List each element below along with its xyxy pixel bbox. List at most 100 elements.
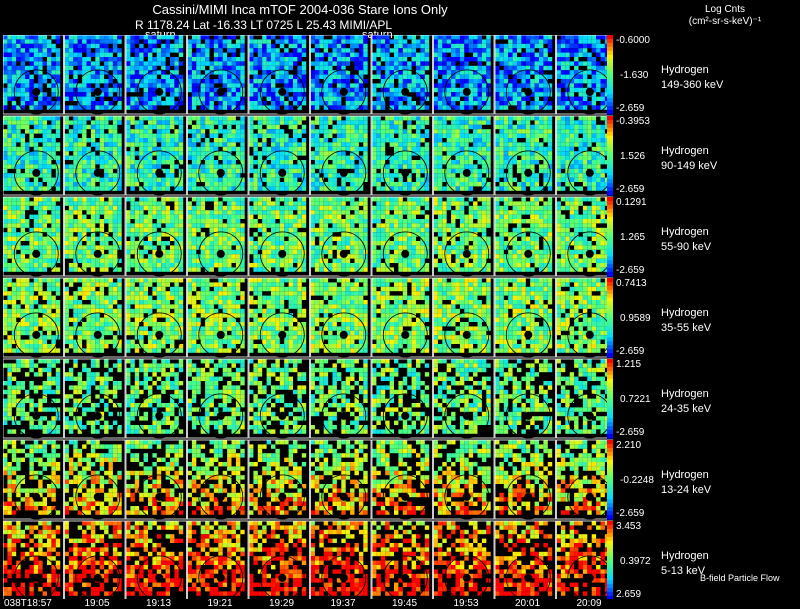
- heatmap-cell: [148, 138, 153, 143]
- heatmap-cell: [25, 92, 30, 97]
- heatmap-cell: [165, 52, 170, 57]
- heatmap-cell: [196, 214, 201, 219]
- heatmap-cell: [178, 267, 184, 272]
- heatmap-cell: [205, 182, 210, 187]
- heatmap-cell: [143, 155, 148, 160]
- heatmap-cell: [459, 52, 465, 57]
- heatmap-cell: [569, 39, 575, 44]
- heatmap-cell: [271, 219, 276, 224]
- heatmap-cell: [42, 61, 47, 66]
- heatmap-cell: [358, 164, 364, 169]
- heatmap-cell: [402, 105, 408, 110]
- heatmap-cell: [47, 160, 52, 165]
- heatmap-cell: [25, 267, 30, 272]
- heatmap-cell: [152, 164, 157, 169]
- heatmap-cell: [3, 138, 8, 143]
- heatmap-cell: [196, 133, 201, 138]
- heatmap-cell: [117, 142, 122, 147]
- heatmap-cell: [213, 219, 219, 224]
- heatmap-cell: [11, 160, 17, 165]
- heatmap-cell: [279, 232, 285, 237]
- heatmap-cell: [64, 35, 69, 40]
- heatmap-cell: [38, 186, 43, 191]
- heatmap-cell: [253, 210, 258, 215]
- heatmap-cell: [3, 205, 8, 211]
- heatmap-cell: [108, 210, 113, 215]
- heatmap-cell: [3, 201, 8, 206]
- heatmap-cell: [464, 74, 469, 79]
- heatmap-cell: [82, 197, 87, 202]
- heatmap-cell: [279, 133, 285, 138]
- heatmap-cell: [222, 205, 228, 211]
- heatmap-cell: [442, 52, 447, 57]
- heatmap-cell: [473, 39, 478, 44]
- saturn-outline: [198, 231, 244, 277]
- heatmap-cell: [51, 79, 56, 84]
- heatmap-cell: [108, 129, 113, 134]
- heatmap-cell: [86, 197, 91, 202]
- heatmap-cell: [42, 92, 47, 97]
- heatmap-cell: [29, 263, 34, 268]
- heatmap-cell: [284, 182, 289, 187]
- heatmap-cell: [314, 65, 320, 71]
- heatmap-cell: [152, 263, 157, 268]
- heatmap-cell: [442, 186, 447, 191]
- heatmap-cell: [385, 70, 390, 75]
- heatmap-cell: [380, 52, 386, 57]
- saturn-outline: [259, 150, 305, 196]
- heatmap-cell: [301, 245, 307, 250]
- heatmap-cell: [473, 52, 478, 57]
- heatmap-cell: [7, 92, 12, 97]
- heatmap-cell: [385, 133, 390, 138]
- heatmap-cell: [73, 241, 78, 246]
- heatmap-cell: [209, 65, 214, 71]
- heatmap-cell: [108, 205, 113, 211]
- heatmap-cell: [297, 120, 302, 125]
- heatmap-cell: [55, 177, 61, 182]
- heatmap-cell: [174, 87, 179, 93]
- heatmap-cell: [556, 96, 561, 101]
- heatmap-cell: [104, 236, 109, 241]
- heatmap-cell: [437, 83, 443, 88]
- heatmap-cell: [407, 116, 412, 121]
- heatmap-cell: [591, 186, 597, 191]
- heatmap-cell: [227, 87, 232, 93]
- heatmap-cell: [117, 101, 122, 106]
- heatmap-cell: [7, 173, 12, 178]
- heatmap-cell: [235, 65, 241, 71]
- heatmap-cell: [90, 201, 96, 206]
- heatmap-cell: [328, 70, 333, 75]
- heatmap-cell: [547, 151, 553, 156]
- heatmap-cell: [249, 105, 254, 110]
- heatmap-cell: [385, 168, 390, 174]
- heatmap-cell: [77, 254, 83, 259]
- heatmap-cell: [165, 35, 170, 40]
- heatmap-cell: [433, 57, 438, 62]
- heatmap-cell: [578, 142, 583, 147]
- heatmap-cell: [117, 83, 122, 88]
- heatmap-cell: [508, 124, 513, 130]
- heatmap-cell: [257, 164, 263, 169]
- heatmap-cell: [372, 138, 377, 143]
- heatmap-cell: [319, 70, 324, 75]
- heatmap-cell: [468, 87, 474, 93]
- heatmap-cell: [130, 236, 135, 241]
- heatmap-cell: [64, 138, 69, 143]
- heatmap-cell: [446, 96, 452, 101]
- heatmap-cell: [293, 96, 298, 101]
- heatmap-cell: [205, 214, 210, 219]
- heatmap-cell: [521, 65, 526, 71]
- heatmap-cell: [319, 96, 324, 101]
- heatmap-cell: [310, 105, 315, 110]
- heatmap-cell: [530, 35, 535, 40]
- saturn-marker: [401, 168, 410, 177]
- heatmap-cell: [262, 219, 267, 224]
- heatmap-cell: [170, 120, 175, 125]
- heatmap-cell: [209, 120, 214, 125]
- heatmap-cell: [178, 241, 184, 246]
- heatmap-cell: [271, 120, 276, 125]
- heatmap-cell: [596, 168, 601, 174]
- heatmap-cell: [25, 219, 30, 224]
- heatmap-cell: [459, 101, 465, 106]
- heatmap-cell: [284, 70, 289, 75]
